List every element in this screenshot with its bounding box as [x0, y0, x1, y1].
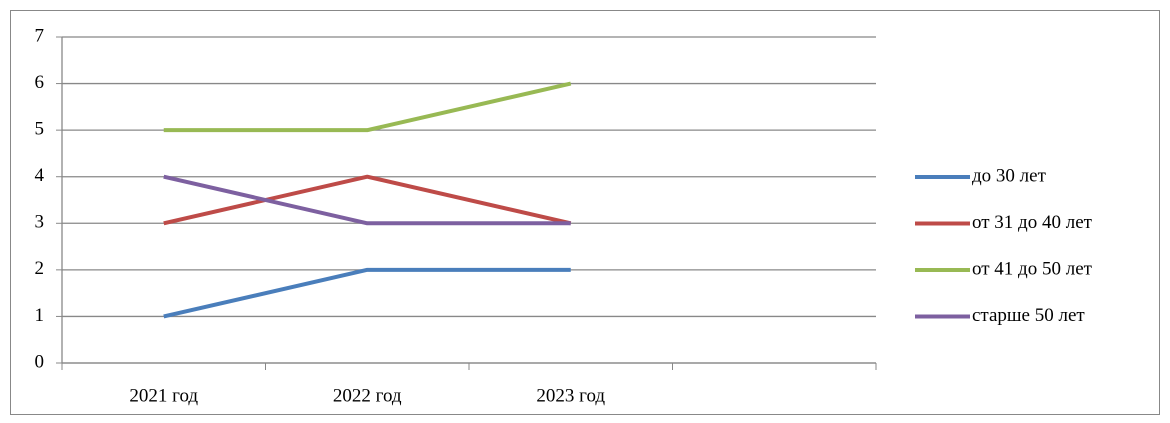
x-tick-label: 2021 год — [129, 385, 198, 406]
x-tick-label: 2022 год — [333, 385, 402, 406]
y-tick-label: 6 — [35, 72, 45, 93]
y-tick-label: 2 — [35, 258, 45, 279]
y-tick-label: 7 — [35, 25, 45, 46]
chart-frame — [10, 10, 1160, 415]
series-line — [163, 81, 572, 133]
series-line — [163, 267, 571, 319]
x-tick-label: 2023 год — [536, 385, 605, 406]
y-tick-label: 5 — [35, 119, 45, 140]
legend-label: от 41 до 50 лет — [972, 258, 1093, 279]
y-tick-label: 0 — [35, 351, 45, 372]
y-tick-label: 1 — [35, 305, 45, 326]
legend-label: от 31 до 40 лет — [972, 212, 1093, 233]
series-line — [163, 174, 572, 226]
series-line — [163, 174, 571, 226]
legend-label: до 30 лет — [972, 165, 1047, 186]
legend-label: старше 50 лет — [972, 305, 1085, 326]
y-tick-label: 3 — [35, 212, 45, 233]
y-tick-label: 4 — [35, 165, 45, 186]
